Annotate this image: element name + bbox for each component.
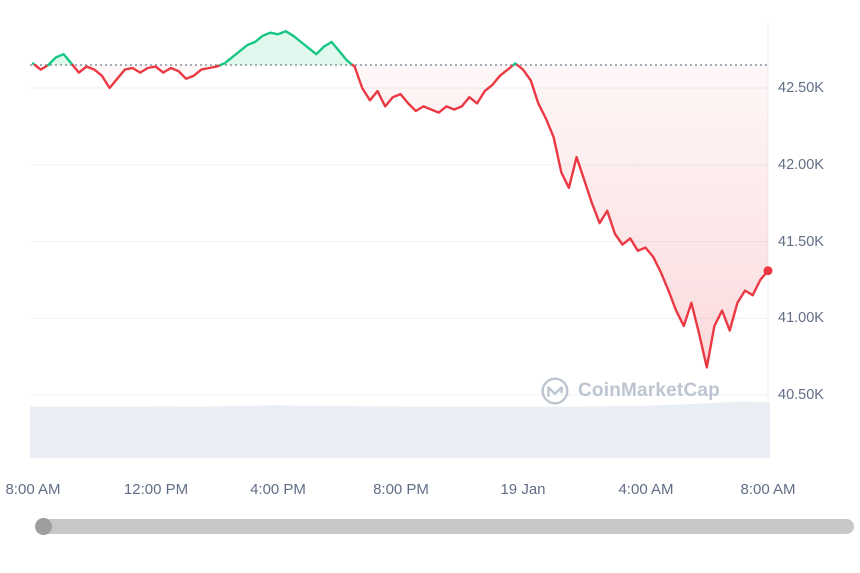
y-axis-label: 41.50K: [778, 234, 824, 250]
x-axis-label: 8:00 AM: [740, 481, 796, 498]
y-axis-label: 41.00K: [778, 310, 824, 326]
scrollbar-handle[interactable]: [35, 518, 52, 535]
x-axis-label: 8:00 AM: [5, 481, 61, 498]
x-axis-label: 12:00 PM: [123, 481, 189, 498]
y-axis: 42.50K 42.00K 41.50K 41.00K 40.50K: [778, 0, 858, 470]
x-axis-label: 8:00 PM: [373, 481, 429, 498]
y-axis-label: 42.50K: [778, 80, 824, 96]
horizontal-scrollbar[interactable]: [35, 518, 854, 535]
x-axis: 8:00 AM 12:00 PM 4:00 PM 8:00 PM 19 Jan 4:00 …: [0, 481, 860, 503]
price-chart[interactable]: [0, 0, 860, 470]
x-axis-label: 4:00 AM: [618, 481, 674, 498]
y-axis-label: 42.00K: [778, 157, 824, 173]
x-axis-label: 4:00 PM: [250, 481, 306, 498]
x-axis-label: 19 Jan: [500, 481, 546, 498]
y-axis-label: 40.50K: [778, 387, 824, 403]
